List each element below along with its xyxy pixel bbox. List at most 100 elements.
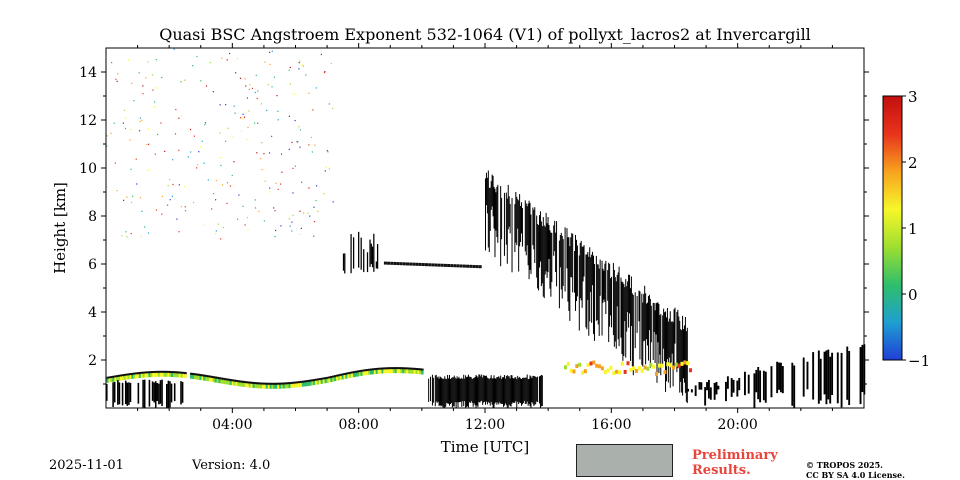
cloud-signal [471,379,473,403]
aerosol-band-cell [328,378,331,383]
aerosol-band-edge [392,367,396,371]
x-tick-label: 08:00 [338,417,378,433]
cloud-signal [495,192,497,231]
aerosol-patch-cell [657,363,661,368]
cloud-signal [370,243,372,265]
noise-speck [215,233,217,235]
noise-speck [146,143,148,146]
cloud-signal [505,376,507,406]
aerosol-band-cell [339,375,343,380]
aerosol-band-cell [334,377,337,382]
cloud-signal [443,378,445,408]
cloud-signal [506,375,508,408]
cloud-signal [440,263,444,267]
cloud-signal [590,257,592,293]
noise-speck [212,192,215,195]
aerosol-band-cell [356,372,360,377]
noise-speck [242,205,244,207]
cloud-signal [460,378,462,402]
noise-speck [121,235,123,237]
cloud-signal [508,196,510,227]
cloud-signal [558,240,560,309]
cloud-signal [486,377,488,405]
aerosol-band-cell [383,369,386,374]
aerosol-band-edge [195,373,199,377]
noise-speck [257,122,259,124]
cloud-signal [519,376,521,403]
noise-speck [142,85,144,87]
aerosol-band-edge [229,379,233,383]
aerosol-band-edge [262,382,265,386]
aerosol-band-cell [366,370,369,375]
aerosol-band-cell [118,376,121,381]
cloud-signal [520,205,522,242]
cloud-signal [118,382,121,405]
aerosol-patch-cell [680,361,684,366]
noise-speck [180,206,182,208]
cloud-signal [713,382,716,400]
noise-speck [248,88,251,90]
cloud-signal [572,233,574,293]
cloud-signal [670,321,672,363]
aerosol-band-edge [277,382,280,386]
cloud-signal [435,374,437,402]
cloud-signal [342,253,345,271]
aerosol-band-cell [246,383,250,388]
aerosol-band-edge [157,370,161,374]
cloud-signal [630,276,632,327]
aerosol-band-edge [375,367,379,371]
cloud-signal [589,247,591,322]
aerosol-band-edge [301,380,305,384]
cloud-signal [459,264,463,268]
copyright-line-1: © TROPOS 2025. [806,460,883,470]
cloud-signal [530,376,532,408]
cloud-signal [508,376,510,405]
cloud-signal [840,352,843,408]
aerosol-band-edge [332,375,335,379]
cloud-signal [437,263,441,267]
aerosol-band-edge [222,377,225,381]
noise-speck [299,129,302,131]
noise-speck [296,140,298,143]
aerosol-band-edge [138,371,142,375]
cloud-signal [647,296,649,361]
aerosol-band-edge [118,374,121,378]
aerosol-band-edge [415,368,418,372]
aerosol-band-cell [280,384,284,389]
cloud-signal [597,264,599,325]
cloud-signal [514,377,516,403]
aerosol-band-edge [313,379,316,383]
aerosol-band-cell [294,383,297,388]
aerosol-band-cell [284,384,288,389]
heatmap-layer [106,48,866,408]
cloud-signal [747,374,750,394]
copyright-line-2: CC BY SA 4.0 License. [806,470,905,480]
cloud-signal [402,262,406,266]
cloud-signal [622,282,624,361]
noise-speck [255,74,257,77]
cloud-signal [468,376,470,403]
aerosol-band-cell [263,384,267,389]
cloud-signal [170,383,173,403]
aerosol-patch-cell [600,366,604,371]
noise-speck [276,94,278,97]
noise-speck [313,206,315,208]
aerosol-band-cell [222,379,225,384]
noise-speck [244,78,246,80]
cloud-signal [436,377,438,403]
noise-speck [269,63,271,65]
cloud-signal [479,374,481,403]
cloud-signal [503,192,505,256]
aerosol-band-cell [352,373,356,378]
cloud-signal [715,381,718,395]
noise-speck [229,185,232,187]
noise-speck [139,117,142,119]
aerosol-band-edge [309,379,312,383]
aerosol-band-cell [258,384,261,389]
aerosol-band-edge [131,372,134,376]
cloud-signal [455,378,457,408]
cloud-signal [512,378,514,403]
cloud-signal [440,377,442,407]
cloud-signal [142,379,144,408]
aerosol-band-cell [296,383,299,388]
